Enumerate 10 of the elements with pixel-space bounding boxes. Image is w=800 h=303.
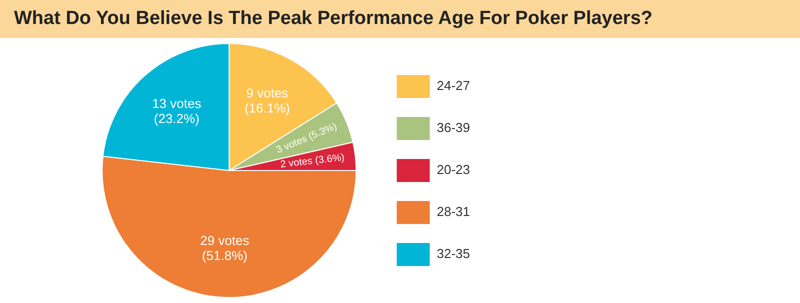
legend-label: 36-39 [436,120,470,136]
legend-label: 24-27 [436,78,470,94]
data-label: 9 votes (16.1%) [244,86,290,116]
legend-label: 32-35 [436,246,470,262]
data-label: 13 votes (23.2%) [152,96,202,126]
data-label: 2 votes (3.6%) [280,152,346,170]
data-label: 29 votes (51.8%) [200,233,250,264]
legend-label: 20-23 [436,162,470,178]
legend-label: 28-31 [436,204,470,220]
chart-title: What Do You Believe Is The Peak Performance Age For Poker Players? [0,0,800,38]
